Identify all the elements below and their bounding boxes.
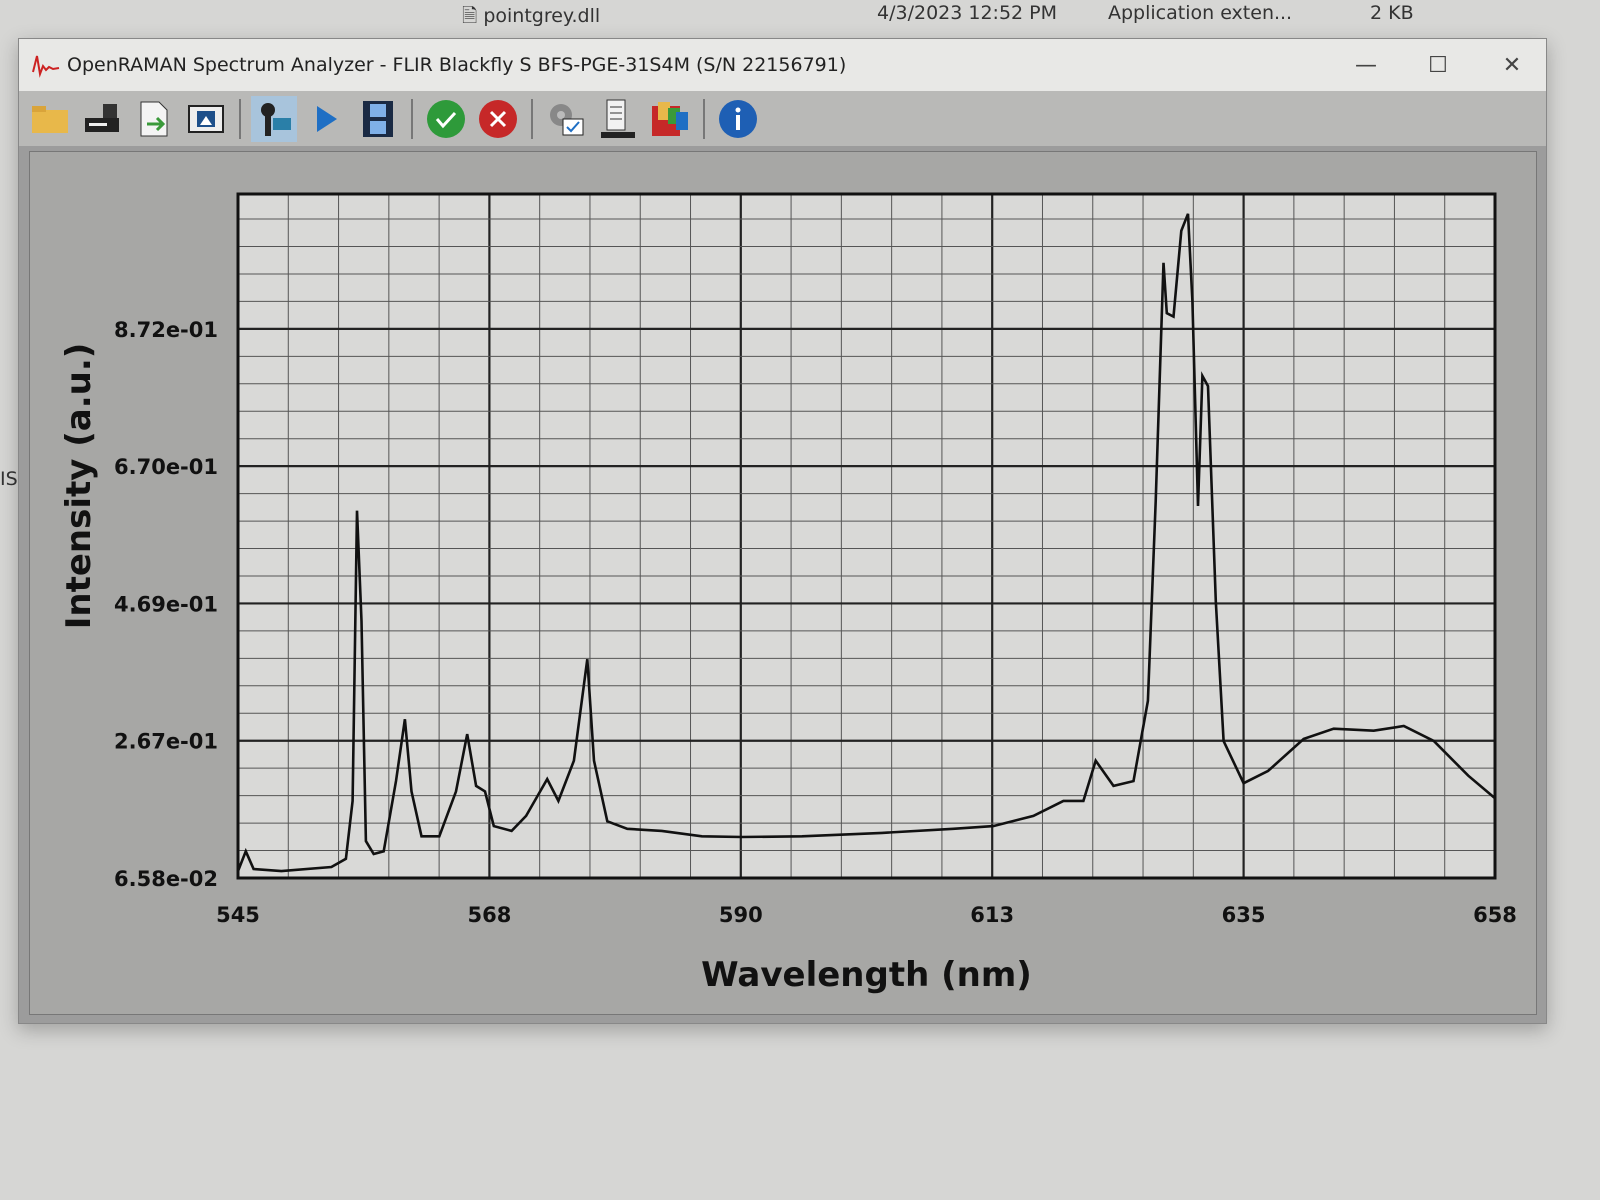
desktop-date-modified: 4/3/2023 12:52 PM <box>877 2 1058 24</box>
desktop-file-type: Application exten... <box>1108 2 1293 24</box>
list-button[interactable] <box>595 96 641 142</box>
y-tick-label: 2.67e-01 <box>114 730 218 754</box>
image-icon <box>188 104 224 133</box>
camera-icon <box>261 102 291 136</box>
toolbar-separator <box>531 98 533 139</box>
info-icon <box>719 99 757 138</box>
cancel-icon <box>479 99 517 138</box>
x-tick-label: 590 <box>719 903 763 927</box>
plot-panel: 545 568 590 613 635 658 6.58e-02 2.67e-01 4.69e-… <box>29 151 1537 1015</box>
export-button[interactable] <box>131 96 177 142</box>
film-icon <box>363 100 393 137</box>
dll-file-icon: 🗎 <box>462 5 478 27</box>
toolbar-separator <box>239 98 241 139</box>
x-tick-label: 568 <box>467 903 511 927</box>
plot-area <box>238 194 1495 878</box>
toolbar-separator <box>411 98 413 139</box>
save-icon <box>85 103 119 132</box>
y-axis-label: Intensity (a.u.) <box>59 343 99 630</box>
camera-button[interactable] <box>251 95 297 142</box>
check-icon <box>427 99 465 138</box>
window-title: OpenRAMAN Spectrum Analyzer - FLIR Black… <box>67 54 847 76</box>
list-icon <box>601 99 635 138</box>
play-icon <box>317 105 337 132</box>
save-button[interactable] <box>79 96 125 142</box>
y-tick-label: 8.72e-01 <box>114 318 218 342</box>
y-tick-label: 6.70e-01 <box>114 455 218 479</box>
title-bar[interactable]: OpenRAMAN Spectrum Analyzer - FLIR Black… <box>19 39 1546 91</box>
palette-button[interactable] <box>647 96 693 142</box>
settings-button[interactable] <box>543 96 589 142</box>
palette-icon <box>652 101 688 136</box>
spectrum-chart[interactable]: 545 568 590 613 635 658 6.58e-02 2.67e-01 4.69e-… <box>30 152 1536 1014</box>
cancel-button[interactable] <box>475 96 521 142</box>
app-window: OpenRAMAN Spectrum Analyzer - FLIR Black… <box>18 38 1547 1024</box>
desktop-left-edge-text: IS <box>0 468 18 490</box>
spectrum-app-icon <box>32 55 60 78</box>
film-button[interactable] <box>355 96 401 142</box>
info-button[interactable] <box>715 96 761 142</box>
folder-open-icon <box>32 105 68 133</box>
desktop-file-size: 2 KB <box>1370 2 1414 24</box>
x-tick-label: 635 <box>1222 903 1266 927</box>
maximize-button[interactable]: ☐ <box>1428 52 1448 78</box>
toolbar <box>19 91 1546 146</box>
y-tick-label: 6.58e-02 <box>114 867 218 891</box>
spectrum-line <box>236 213 1496 873</box>
open-button[interactable] <box>27 96 73 142</box>
x-tick-label: 613 <box>970 903 1014 927</box>
image-button[interactable] <box>183 96 229 142</box>
play-button[interactable] <box>303 96 349 142</box>
y-tick-label: 4.69e-01 <box>114 592 218 616</box>
accept-button[interactable] <box>423 96 469 142</box>
plot-border <box>236 192 1497 880</box>
desktop-file-name[interactable]: 🗎 pointgrey.dll <box>462 5 601 27</box>
close-button[interactable]: ✕ <box>1502 52 1522 78</box>
x-axis-label: Wavelength (nm) <box>701 955 1032 995</box>
minimize-button[interactable]: — <box>1355 52 1377 78</box>
export-icon <box>140 101 168 136</box>
toolbar-separator <box>703 98 705 139</box>
x-tick-label: 545 <box>216 903 260 927</box>
settings-icon <box>550 103 584 135</box>
x-tick-label: 658 <box>1473 903 1517 927</box>
